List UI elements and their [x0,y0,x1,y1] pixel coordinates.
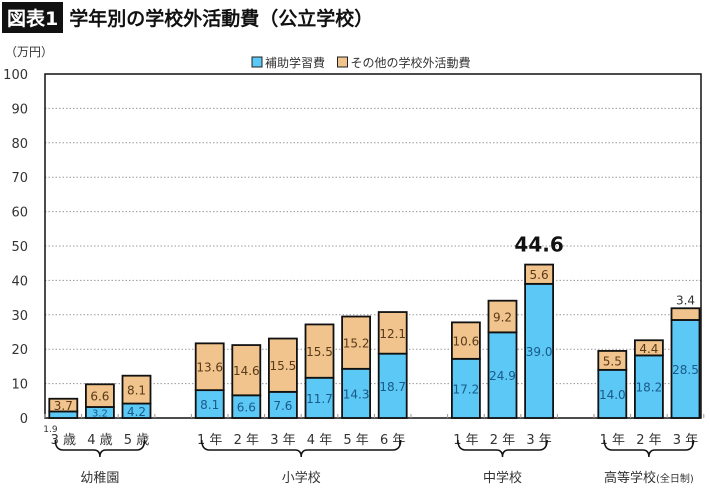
x-tick-label: 6 年 [380,433,405,448]
data-label: 15.2 [343,337,370,351]
x-tick-label: 2 年 [490,433,515,448]
bar-segment [377,311,408,355]
data-label: 5.5 [603,354,622,368]
y-tick-label: 40 [11,274,28,289]
group-label: 中学校 [483,470,522,486]
bar-segment [597,350,628,371]
legend-swatch [251,56,263,68]
y-tick-label: 10 [11,378,28,393]
bar-segment [341,367,372,419]
data-label: 6.6 [237,401,256,415]
bar-segment [487,331,518,419]
bar-segment [85,383,115,408]
y-axis-unit: （万円） [5,45,53,59]
chart-title: 学年別の学校外活動費（公立学校） [69,7,374,30]
data-label: 3.7 [54,399,73,413]
x-tick-label: 4 年 [307,433,332,448]
bar-segment [194,342,225,392]
legend-swatch [337,56,348,68]
bar-segment [450,321,481,360]
x-tick-label: 2 年 [636,433,661,448]
total-annotation: 44.6 [514,233,563,257]
x-tick-label: 3 年 [270,433,295,448]
x-tick-label: 4 歳 [87,433,112,448]
group-sublabel: (全日制) [656,472,694,485]
bar-segment [341,315,372,370]
bar-segment [524,282,554,419]
data-label: 18.2 [636,381,663,395]
x-tick-label: 3 年 [526,433,551,448]
x-tick-label: 1 年 [197,433,222,448]
y-tick-label: 60 [11,206,28,221]
data-label: 13.6 [196,361,223,375]
data-label: 1.9 [43,425,58,435]
bar-segment [670,307,701,321]
x-tick-label: 5 歳 [124,433,149,448]
plot-border [44,73,702,419]
bar-segment [634,339,664,357]
bar-segment [304,323,335,379]
x-tick-label: 3 歳 [51,433,76,448]
group-bracket [54,439,146,458]
data-label: 14.0 [599,388,626,402]
bar-segment [304,376,335,419]
group-label: 高等学校(全日制) [604,470,694,486]
group-bracket [603,439,695,458]
y-tick-label: 20 [11,343,28,358]
data-label: 9.2 [493,311,512,325]
bar-segment [597,368,628,419]
legend-label: 補助学習費 [265,55,325,70]
data-label: 18.7 [379,380,406,394]
data-label: 5.6 [530,268,549,282]
data-label: 6.6 [90,390,109,404]
data-label: 12.1 [379,327,406,341]
x-tick-label: 3 年 [673,433,698,448]
data-label: 14.3 [343,387,370,401]
y-tick-label: 30 [11,309,28,324]
bar-segment [48,397,79,413]
group-bracket [200,439,402,458]
x-tick-label: 1 年 [453,433,478,448]
bar-segment [267,390,298,419]
data-label: 24.9 [489,369,516,383]
x-tick-label: 5 年 [343,433,368,448]
data-label: 7.6 [273,399,292,413]
data-label: 11.7 [306,392,333,406]
data-label: 3.4 [676,293,695,307]
y-tick-label: 100 [3,68,28,83]
group-label: 幼稚園 [80,471,119,486]
y-tick-label: 80 [11,137,28,152]
data-label: 39.0 [526,345,553,359]
data-label: 4.2 [127,405,146,419]
x-tick-label: 2 年 [234,433,259,448]
legend-label: その他の学校外活動費 [351,55,471,70]
bar-segment [487,299,518,334]
data-label: 17.2 [453,382,480,396]
data-label: 8.1 [200,398,219,412]
x-tick-label: 1 年 [600,433,625,448]
y-tick-label: 50 [11,240,28,255]
bar-segment [524,263,554,285]
y-tick-label: 90 [11,102,28,117]
data-label: 4.4 [639,342,658,356]
y-tick-label: 70 [11,171,28,186]
bar-segment [121,374,152,405]
group-bracket [457,439,548,458]
y-tick-label: 0 [20,412,28,427]
data-label: 14.6 [233,364,260,378]
data-label: 15.5 [306,345,333,359]
data-label: 10.6 [453,335,480,349]
bar-segment [634,354,664,419]
data-label: 3.2 [92,408,108,419]
bar-segment [267,337,298,393]
title-bar: 図表1 学年別の学校外活動費（公立学校） [0,1,374,33]
data-label: 8.1 [127,384,146,398]
data-label: 15.5 [270,359,297,373]
bar-segment [231,344,262,397]
data-label: 28.5 [672,363,699,377]
group-label: 小学校 [282,470,321,486]
figure-label: 図表1 [2,1,64,33]
